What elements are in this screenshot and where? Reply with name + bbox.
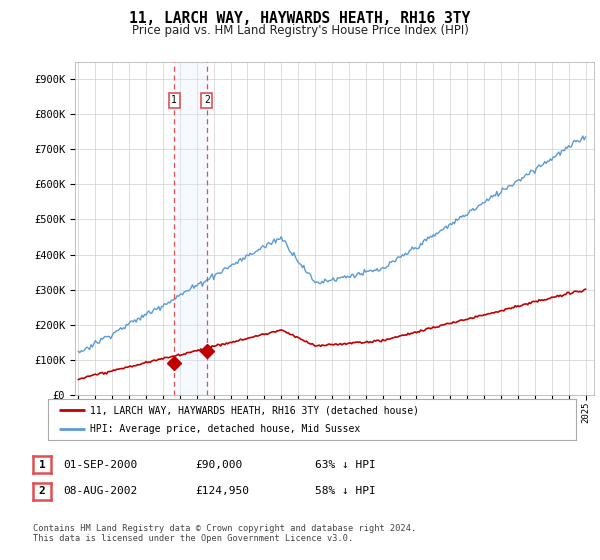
Text: 1: 1 xyxy=(38,460,46,470)
Text: £90,000: £90,000 xyxy=(195,460,242,470)
Text: 58% ↓ HPI: 58% ↓ HPI xyxy=(315,486,376,496)
Text: 11, LARCH WAY, HAYWARDS HEATH, RH16 3TY: 11, LARCH WAY, HAYWARDS HEATH, RH16 3TY xyxy=(130,11,470,26)
Text: 1: 1 xyxy=(171,95,177,105)
Text: 08-AUG-2002: 08-AUG-2002 xyxy=(63,486,137,496)
Text: HPI: Average price, detached house, Mid Sussex: HPI: Average price, detached house, Mid … xyxy=(90,424,361,433)
Text: Contains HM Land Registry data © Crown copyright and database right 2024.
This d: Contains HM Land Registry data © Crown c… xyxy=(33,524,416,543)
Text: 63% ↓ HPI: 63% ↓ HPI xyxy=(315,460,376,470)
Text: £124,950: £124,950 xyxy=(195,486,249,496)
Bar xyxy=(174,62,207,395)
Text: 2: 2 xyxy=(204,95,210,105)
Text: 01-SEP-2000: 01-SEP-2000 xyxy=(63,460,137,470)
Text: 11, LARCH WAY, HAYWARDS HEATH, RH16 3TY (detached house): 11, LARCH WAY, HAYWARDS HEATH, RH16 3TY … xyxy=(90,405,419,415)
Text: 2: 2 xyxy=(38,486,46,496)
Text: Price paid vs. HM Land Registry's House Price Index (HPI): Price paid vs. HM Land Registry's House … xyxy=(131,24,469,36)
